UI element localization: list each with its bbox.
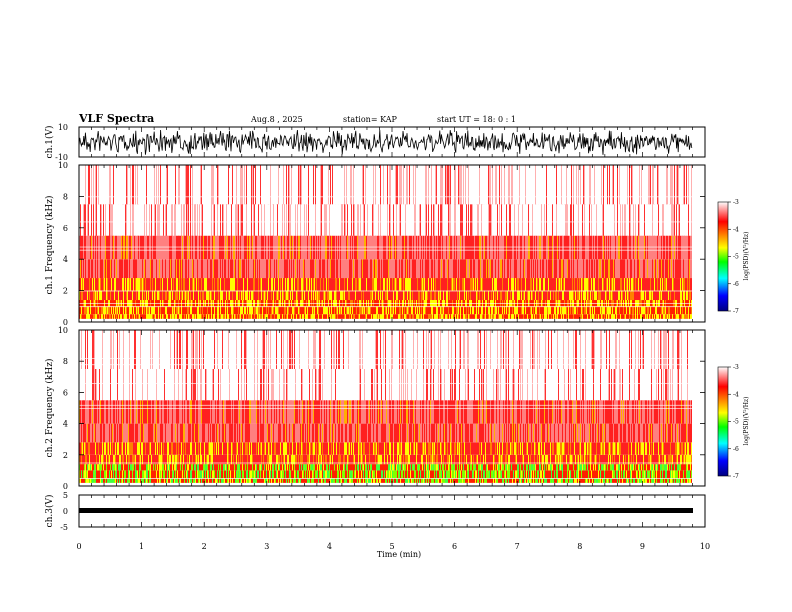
ch1-waveform-trace xyxy=(78,129,693,155)
ch2-spectrogram-panel: 0 2 4 6 8 10 ch.2 Frequency (kHz) xyxy=(44,326,706,491)
time-axis-ticks: 0 1 2 3 4 5 6 7 8 9 10 xyxy=(76,127,710,551)
colorbar-ch1: -3 -4 -5 -6 -7 log(PSD)(V²/Hz) xyxy=(717,199,750,315)
colorbar-tick-label: -3 xyxy=(733,199,739,206)
time-tick-label: 6 xyxy=(452,542,457,551)
colorbar-tick-label: -5 xyxy=(733,254,739,261)
date-label: Aug.8 , 2025 xyxy=(250,115,303,124)
colorbar-tick-label: -7 xyxy=(733,308,739,315)
freq-tick-label: 4 xyxy=(63,420,68,429)
colorbar-ch1-ticks: -3 -4 -5 -6 -7 xyxy=(728,199,739,315)
time-tick-label: 5 xyxy=(389,542,394,551)
colorbar-ch2-ticks: -3 -4 -5 -6 -7 xyxy=(728,364,739,480)
freq-tick-label: 0 xyxy=(63,318,68,327)
time-tick-label: 2 xyxy=(202,542,207,551)
colorbar-tick-label: -7 xyxy=(733,473,739,480)
time-tick-label: 4 xyxy=(327,542,332,551)
ch1-spectrogram-ylabel: ch.1 Frequency (kHz) xyxy=(44,196,55,295)
colorbar-tick-label: -3 xyxy=(733,364,739,371)
colorbar-tick-label: -6 xyxy=(733,446,739,453)
time-tick-label: 8 xyxy=(577,542,582,551)
time-tick-label: 3 xyxy=(264,542,269,551)
station-label: station= KAP xyxy=(343,115,398,124)
ch2-spectrogram-image xyxy=(79,330,705,486)
ch3-waveform-ylabel: ch.3(V) xyxy=(44,495,55,528)
colorbar-ch2-scale xyxy=(717,366,729,477)
start-time-label: start UT = 18: 0 : 1 xyxy=(437,115,516,124)
time-tick-label: 0 xyxy=(76,542,81,551)
time-tick-label: 7 xyxy=(515,542,520,551)
freq-tick-label: 6 xyxy=(63,388,68,397)
ch1-ytick-bottom: -10 xyxy=(55,153,68,162)
ch1-spectrogram-panel: 0 2 4 6 8 10 ch.1 Frequency (kHz) xyxy=(44,161,706,327)
colorbar-ch2-label: log(PSD)(V²/Hz) xyxy=(743,397,750,446)
ch1-waveform-ylabel: ch.1(V) xyxy=(44,126,55,159)
ch2-freq-ticks: 0 2 4 6 8 10 xyxy=(58,326,705,491)
colorbar-tick-label: -4 xyxy=(733,391,739,398)
ch1-waveform-line xyxy=(78,129,693,155)
colorbar-ch2: -3 -4 -5 -6 -7 log(PSD)(V²/Hz) xyxy=(717,364,750,480)
freq-tick-label: 2 xyxy=(63,287,68,296)
ch2-spectrogram-ylabel: ch.2 Frequency (kHz) xyxy=(44,359,55,458)
time-tick-label: 1 xyxy=(139,542,144,551)
ch1-spectrogram-image xyxy=(79,165,705,322)
freq-tick-label: 0 xyxy=(63,482,68,491)
ch3-ytick-0: 0 xyxy=(63,507,68,516)
time-tick-label: 10 xyxy=(700,542,710,551)
freq-tick-label: 2 xyxy=(63,451,68,460)
freq-tick-label: 8 xyxy=(63,357,68,366)
ch1-freq-ticks: 0 2 4 6 8 10 xyxy=(58,161,705,327)
ch1-waveform-panel: 10 -10 ch.1(V) xyxy=(44,123,706,162)
freq-tick-label: 10 xyxy=(58,326,68,335)
freq-tick-label: 10 xyxy=(58,161,68,170)
time-tick-label: 9 xyxy=(640,542,645,551)
colorbar-ch1-label: log(PSD)(V²/Hz) xyxy=(743,232,750,281)
colorbar-ch1-scale xyxy=(717,201,729,312)
colorbar-tick-label: -4 xyxy=(733,226,739,233)
figure-title: VLF Spectra xyxy=(78,112,154,125)
time-axis-label: Time (min) xyxy=(377,550,421,559)
freq-tick-label: 6 xyxy=(63,224,68,233)
ch3-waveform-trace xyxy=(79,508,693,513)
colorbar-tick-label: -6 xyxy=(733,281,739,288)
ch3-waveform-panel: 5 0 -5 ch.3(V) xyxy=(44,491,706,532)
freq-tick-label: 8 xyxy=(63,192,68,201)
ch1-ytick-top: 10 xyxy=(58,123,68,132)
ch3-ytick-5: 5 xyxy=(63,491,68,500)
freq-tick-label: 4 xyxy=(63,255,68,264)
colorbar-tick-label: -5 xyxy=(733,419,739,426)
ch3-ytick-neg5: -5 xyxy=(60,523,68,532)
